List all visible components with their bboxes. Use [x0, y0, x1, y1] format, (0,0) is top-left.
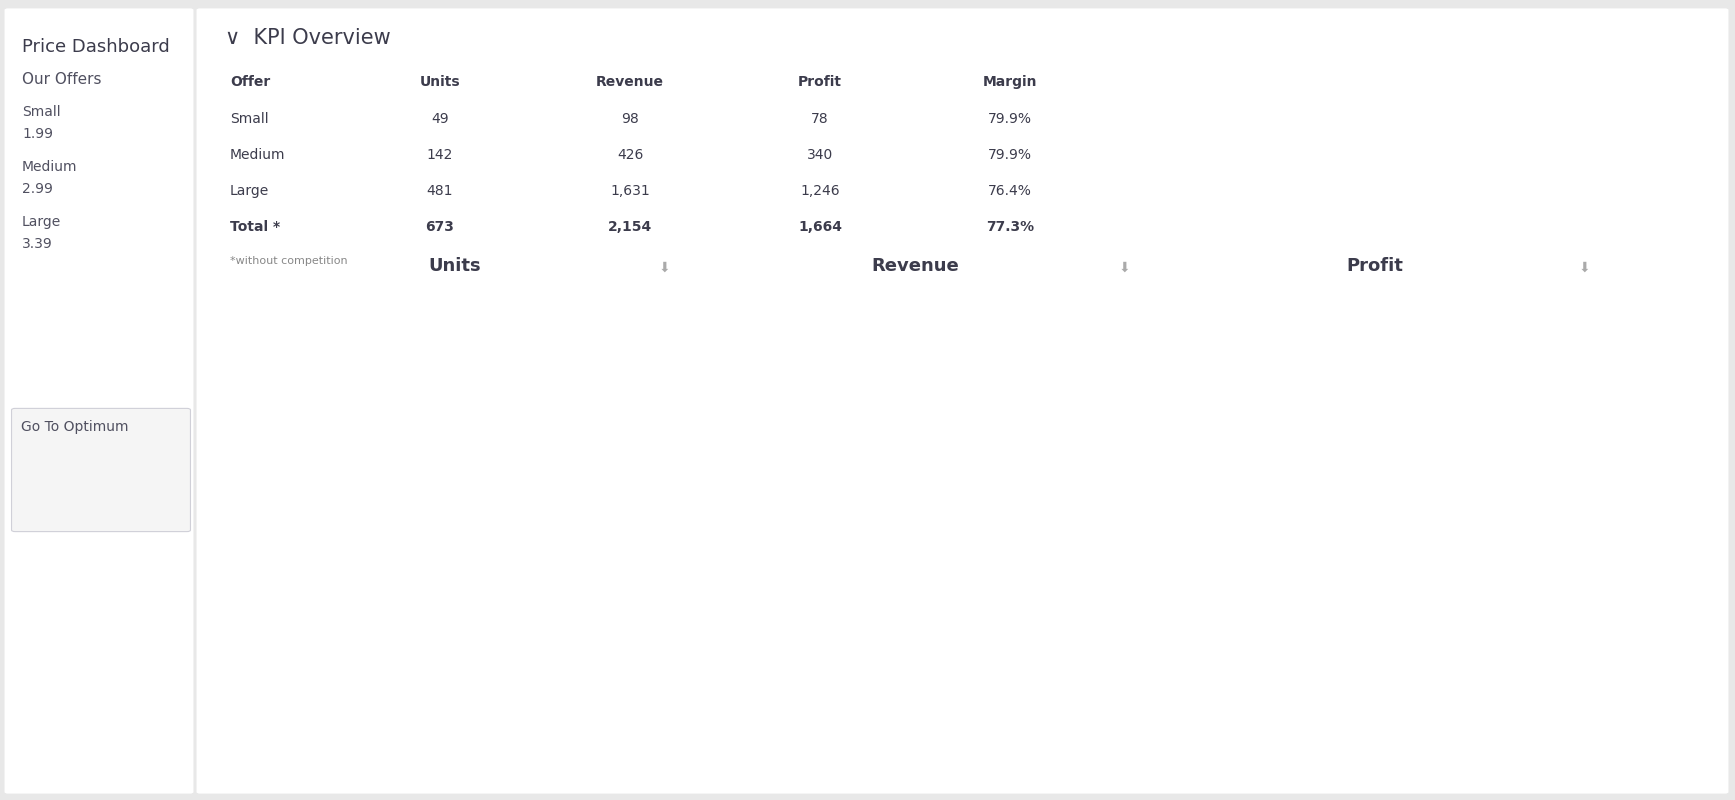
Circle shape — [118, 170, 139, 191]
Text: 2,154: 2,154 — [881, 483, 949, 507]
Wedge shape — [1202, 323, 1548, 667]
Text: Profit: Profit — [798, 75, 841, 89]
Wedge shape — [743, 323, 1088, 667]
Text: ⬇: ⬇ — [1119, 261, 1129, 275]
Text: Medium: Medium — [231, 148, 286, 162]
Text: 1,631: 1,631 — [611, 184, 651, 198]
Text: Large: Large — [23, 215, 61, 229]
Text: −: − — [121, 172, 137, 190]
Text: 49: 49 — [432, 112, 449, 126]
Text: Margin: Margin — [982, 75, 1038, 89]
Text: 673: 673 — [425, 220, 455, 234]
Text: 426: 426 — [618, 148, 644, 162]
Circle shape — [141, 418, 156, 434]
Text: +: + — [147, 227, 163, 245]
Circle shape — [118, 226, 139, 246]
Text: 76.4%: 76.4% — [987, 184, 1032, 198]
Legend: Small, Medium, Large: Small, Medium, Large — [732, 733, 987, 758]
Text: 79.9%: 79.9% — [987, 148, 1032, 162]
Circle shape — [144, 115, 165, 137]
Text: Go To Optimum: Go To Optimum — [21, 420, 128, 434]
Text: 2.99: 2.99 — [23, 182, 52, 196]
Circle shape — [149, 36, 168, 56]
Text: 98: 98 — [621, 112, 638, 126]
Text: Small: Small — [23, 105, 61, 119]
Text: Price Dashboard: Price Dashboard — [23, 38, 170, 56]
Wedge shape — [1376, 323, 1424, 393]
Text: 1,246: 1,246 — [800, 184, 840, 198]
FancyBboxPatch shape — [92, 446, 172, 478]
Text: i: i — [156, 41, 160, 51]
Text: ∨  KPI Overview: ∨ KPI Overview — [226, 28, 390, 48]
Text: ⬇: ⬇ — [1579, 261, 1589, 275]
Text: Profit: Profit — [1346, 257, 1404, 275]
Circle shape — [144, 226, 165, 246]
Wedge shape — [283, 323, 623, 667]
Text: 340: 340 — [807, 148, 833, 162]
Text: 673: 673 — [432, 483, 477, 507]
Text: 481: 481 — [427, 184, 453, 198]
Text: Small: Small — [231, 112, 269, 126]
Wedge shape — [455, 323, 531, 399]
Text: 3.39: 3.39 — [23, 237, 52, 251]
Circle shape — [118, 115, 139, 137]
Text: Units: Units — [429, 257, 481, 275]
Text: Profit: Profit — [115, 455, 151, 469]
Wedge shape — [501, 341, 626, 532]
Text: −: − — [121, 227, 137, 245]
Text: −: − — [121, 117, 137, 135]
Text: ⬇: ⬇ — [658, 261, 670, 275]
Text: Our Offers: Our Offers — [23, 72, 102, 87]
Wedge shape — [946, 330, 1086, 490]
Text: 142: 142 — [427, 148, 453, 162]
Text: 79.9%: 79.9% — [987, 112, 1032, 126]
Text: Large: Large — [231, 184, 269, 198]
Text: i: i — [147, 422, 151, 431]
Text: Revenue: Revenue — [24, 455, 83, 469]
Text: Offer: Offer — [231, 75, 271, 89]
Text: Revenue: Revenue — [597, 75, 665, 89]
Wedge shape — [1405, 330, 1548, 496]
FancyBboxPatch shape — [14, 446, 94, 478]
Text: Units: Units — [420, 75, 460, 89]
Text: Medium: Medium — [23, 160, 78, 174]
Circle shape — [144, 170, 165, 191]
Wedge shape — [914, 323, 963, 393]
Text: 1.99: 1.99 — [23, 127, 54, 141]
Text: *without competition: *without competition — [231, 256, 347, 266]
Text: 77.3%: 77.3% — [985, 220, 1034, 234]
Text: Total *: Total * — [231, 220, 279, 234]
Text: +: + — [147, 172, 163, 190]
Text: 1,664: 1,664 — [798, 220, 841, 234]
Text: 1,664: 1,664 — [1341, 483, 1409, 507]
Text: 2,154: 2,154 — [607, 220, 652, 234]
Text: Revenue: Revenue — [871, 257, 959, 275]
Text: +: + — [147, 117, 163, 135]
Text: 78: 78 — [812, 112, 829, 126]
